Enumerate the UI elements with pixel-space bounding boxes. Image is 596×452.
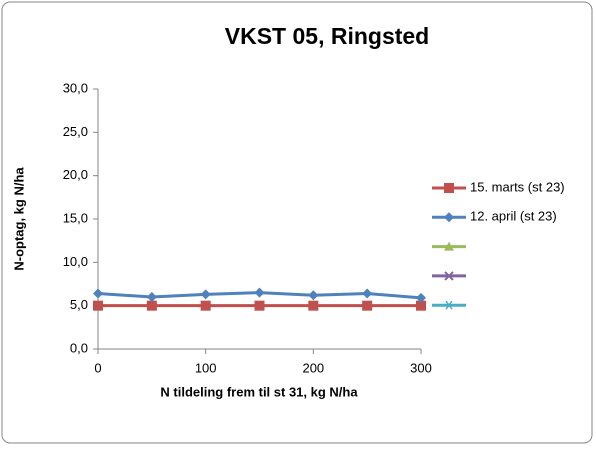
chart-border [1, 1, 593, 444]
marker [93, 300, 103, 311]
x-tick-label: 0 [94, 360, 101, 375]
marker [254, 300, 265, 311]
marker [146, 292, 157, 302]
x-tick-label: 300 [410, 360, 432, 375]
x-tick-label: 100 [195, 360, 217, 375]
marker [308, 290, 319, 301]
marker [200, 289, 211, 300]
marker [444, 241, 454, 251]
y-tick-label: 0,0 [70, 340, 88, 355]
chart-title: VKST 05, Ringsted [225, 23, 429, 49]
marker [444, 183, 454, 193]
marker [308, 300, 319, 311]
marker [254, 287, 265, 298]
y-tick-label: 20,0 [63, 167, 88, 182]
marker [444, 300, 454, 310]
x-tick-label: 200 [302, 360, 324, 375]
marker [93, 288, 103, 299]
y-tick-label: 10,0 [63, 254, 88, 269]
y-tick-label: 25,0 [63, 124, 88, 139]
y-tick-label: 15,0 [63, 210, 88, 225]
marker [362, 300, 373, 311]
legend-label: 15. marts (st 23) [470, 179, 565, 194]
marker [146, 300, 157, 311]
x-axis-label: N tildeling frem til st 31, kg N/ha [160, 384, 358, 399]
marker [416, 292, 426, 303]
y-tick-label: 30,0 [63, 80, 88, 95]
marker [200, 300, 211, 311]
y-tick-label: 5,0 [70, 297, 88, 312]
marker [362, 288, 373, 299]
legend-label: 12. april (st 23) [470, 209, 557, 224]
marker [444, 212, 454, 223]
marker [444, 271, 454, 281]
y-axis-label: N-optag, kg N/ha [11, 167, 26, 271]
marker [416, 300, 426, 311]
